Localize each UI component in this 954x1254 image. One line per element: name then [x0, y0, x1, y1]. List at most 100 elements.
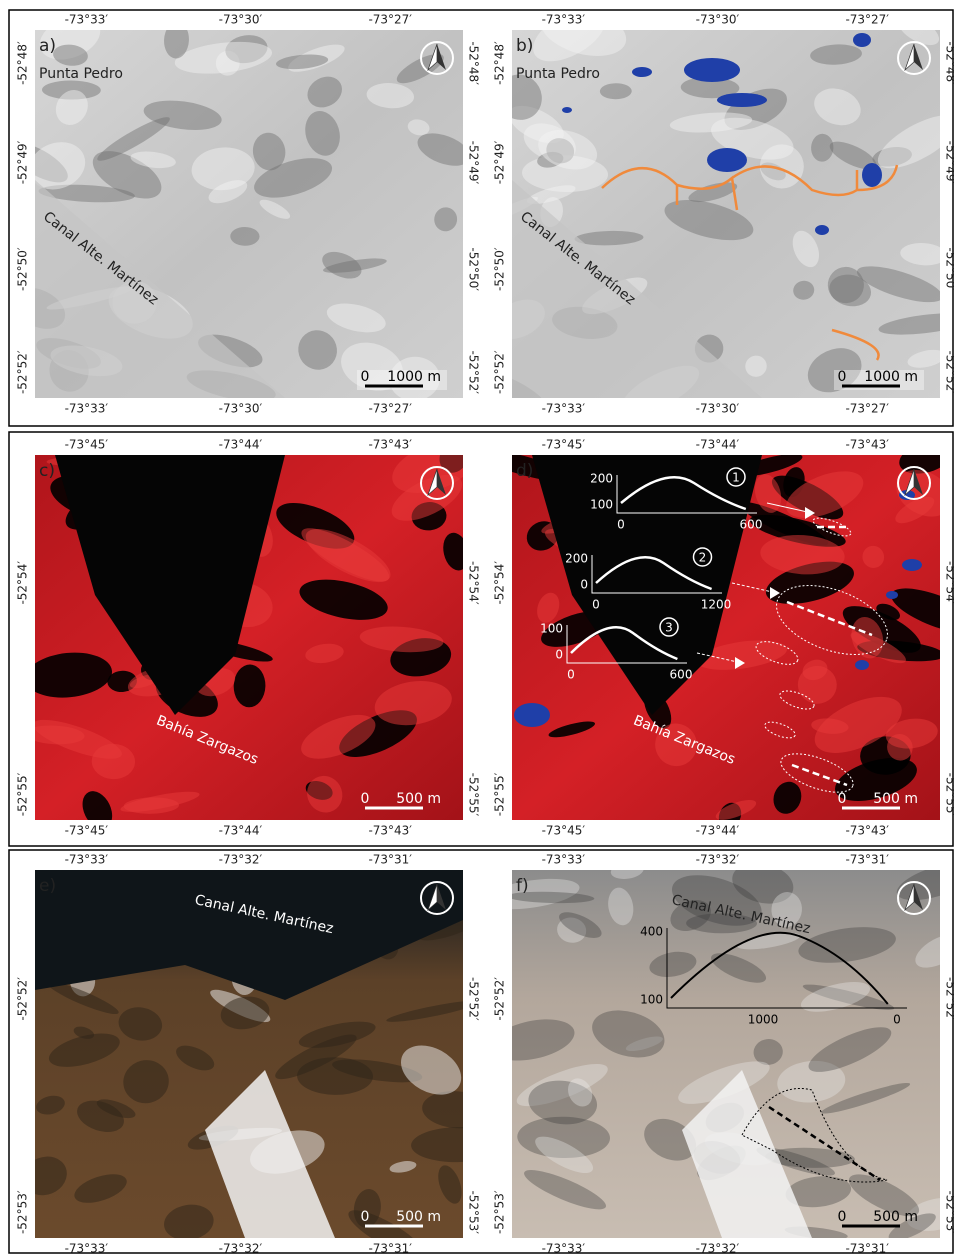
left-tick-label: -52°55′ — [16, 772, 30, 816]
scale-label: 1000 m — [387, 369, 441, 385]
top-tick-label: -73°31′ — [845, 853, 889, 867]
top-tick-label: -73°31′ — [368, 853, 412, 867]
scale-label: 0 — [361, 791, 370, 807]
left-tick-label: -52°50′ — [16, 247, 30, 291]
lake — [717, 93, 767, 107]
profile-number: 2 — [699, 551, 707, 565]
scale-label: 0 — [838, 369, 847, 385]
right-tick-label: -52°50′ — [467, 247, 481, 291]
bottom-tick-label: -73°33′ — [542, 402, 586, 416]
profile-x-label: 0 — [617, 518, 625, 532]
profile-y-label: 100 — [590, 498, 613, 512]
left-tick-label: -52°49′ — [16, 140, 30, 184]
left-tick-label: -52°52′ — [16, 350, 30, 394]
top-tick-label: -73°30′ — [219, 13, 263, 27]
bottom-tick-label: -73°45′ — [65, 824, 109, 838]
scale-label: 0 — [361, 1209, 370, 1225]
panel-label: b) — [516, 36, 533, 56]
left-tick-label: -52°52′ — [16, 977, 30, 1021]
map-panel: a)-73°33′-73°30′-73°27′-73°33′-73°30′-73… — [3, 8, 481, 416]
map-panel: e) -73°33′ -73°32′ -73°31′ -73°33′ -73°32′ -73… — [0, 852, 505, 1254]
top-tick-label: -73°44′ — [696, 438, 740, 452]
top-tick-label: -73°27′ — [368, 13, 412, 27]
place-name: Punta Pedro — [516, 66, 600, 82]
profile-y-label: 100 — [540, 622, 563, 636]
right-tick-label: -52°53′ — [944, 1190, 954, 1234]
figure: a) -73°33′ -73°30′ -73°27′ -73°33′ -73°30′ -73… — [0, 0, 954, 1254]
top-tick-label: -73°33′ — [542, 13, 586, 27]
right-tick-label: -52°52′ — [467, 350, 481, 394]
map-panel: d)-73°45′-73°44′-73°43′-73°45′-73°44′-73… — [477, 430, 954, 837]
top-tick-label: -73°33′ — [65, 853, 109, 867]
left-tick-label: -52°52′ — [493, 977, 507, 1021]
lake — [562, 107, 572, 113]
top-tick-label: -73°33′ — [65, 13, 109, 27]
bottom-tick-label: -73°43′ — [845, 824, 889, 838]
top-tick-label: -73°43′ — [845, 438, 889, 452]
right-tick-label: -52°48′ — [467, 41, 481, 85]
lake — [862, 163, 882, 187]
right-tick-label: -52°52′ — [944, 350, 954, 394]
scale-label: 0 — [838, 1209, 847, 1225]
top-tick-label: -73°32′ — [696, 853, 740, 867]
place-name: Punta Pedro — [39, 66, 123, 82]
lake — [853, 33, 871, 47]
profile-x-label: 0 — [592, 598, 600, 612]
left-tick-label: -52°52′ — [493, 350, 507, 394]
left-tick-label: -52°50′ — [493, 247, 507, 291]
profile-x-label: 0 — [893, 1013, 901, 1027]
bottom-tick-label: -73°33′ — [65, 1242, 109, 1254]
bottom-tick-label: -73°32′ — [696, 1242, 740, 1254]
profile-x-label: 0 — [567, 668, 575, 682]
right-tick-label: -52°50′ — [944, 247, 954, 291]
bottom-tick-label: -73°30′ — [696, 402, 740, 416]
right-tick-label: -52°55′ — [944, 773, 954, 817]
profile-number: 3 — [665, 621, 673, 635]
bottom-tick-label: -73°31′ — [368, 1242, 412, 1254]
left-tick-label: -52°54′ — [16, 561, 30, 605]
lake — [815, 225, 829, 235]
panel-label: a) — [39, 36, 56, 56]
map-panel: c)-73°45′-73°44′-73°43′-73°45′-73°44′-73… — [16, 432, 483, 838]
right-tick-label: -52°49′ — [944, 141, 954, 185]
right-tick-label: -52°54′ — [467, 561, 481, 605]
bottom-tick-label: -73°33′ — [65, 402, 109, 416]
profile-x-label: 600 — [670, 668, 693, 682]
bottom-tick-label: -73°44′ — [219, 824, 263, 838]
top-tick-label: -73°33′ — [542, 853, 586, 867]
left-tick-label: -52°48′ — [16, 41, 30, 85]
bottom-tick-label: -73°30′ — [219, 402, 263, 416]
bottom-tick-label: -73°32′ — [219, 1242, 263, 1254]
left-tick-label: -52°53′ — [493, 1190, 507, 1234]
right-tick-label: -52°55′ — [467, 773, 481, 817]
scale-label: 500 m — [873, 791, 918, 807]
scale-label: 0 — [838, 791, 847, 807]
scale-label: 500 m — [396, 1209, 441, 1225]
lake — [855, 660, 869, 670]
lake — [684, 58, 740, 82]
left-tick-label: -52°48′ — [493, 41, 507, 85]
profile-y-label: 100 — [640, 993, 663, 1007]
profile-x-label: 1000 — [748, 1013, 779, 1027]
left-tick-label: -52°53′ — [16, 1190, 30, 1234]
map-panel: b)-73°33′-73°30′-73°27′-73°33′-73°30′-73… — [478, 0, 954, 423]
profile-y-label: 200 — [590, 472, 613, 486]
top-tick-label: -73°44′ — [219, 438, 263, 452]
top-tick-label: -73°27′ — [845, 13, 889, 27]
profile-x-label: 1200 — [701, 598, 732, 612]
profile-y-label: 0 — [555, 648, 563, 662]
right-tick-label: -52°53′ — [467, 1190, 481, 1234]
left-tick-label: -52°49′ — [493, 140, 507, 184]
scale-label: 0 — [361, 369, 370, 385]
top-tick-label: -73°43′ — [368, 438, 412, 452]
profile-number: 1 — [732, 471, 740, 485]
map-panel: f)-73°33′-73°32′-73°31′-73°33′-73°32′-73… — [482, 853, 954, 1254]
lake — [632, 67, 652, 77]
lake — [707, 148, 747, 172]
right-tick-label: -52°52′ — [467, 977, 481, 1021]
panel-label: e) — [39, 876, 56, 896]
profile-y-label: 0 — [580, 578, 588, 592]
top-tick-label: -73°32′ — [219, 853, 263, 867]
right-tick-label: -52°54′ — [944, 561, 954, 605]
bottom-tick-label: -73°27′ — [845, 402, 889, 416]
